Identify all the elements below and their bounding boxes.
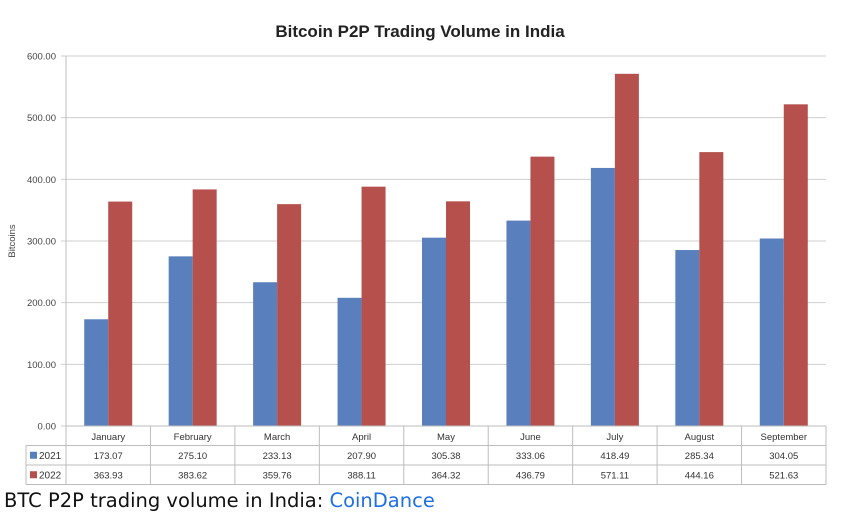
bar-2022-september [783,104,808,427]
y-tick-label: 400.00 [27,175,56,186]
x-tick-label: March [264,432,290,443]
data-label: 285.34 [685,451,714,462]
x-tick-label: June [520,432,541,443]
y-tick-label: 500.00 [27,113,56,124]
bar-2022-may [446,201,470,426]
bar-2022-april [361,186,386,426]
source-link[interactable]: CoinDance [329,489,435,512]
bar-2022-july [614,73,639,427]
y-tick-label: 300.00 [27,237,56,248]
x-tick-label: January [91,432,125,443]
chart-title: Bitcoin P2P Trading Volume in India [275,22,565,41]
data-label: 383.62 [178,470,207,481]
data-label: 388.11 [347,470,375,481]
data-label: 418.49 [600,451,629,462]
bar-2022-march [277,204,302,426]
bar-2022-june [530,156,555,426]
bar-2022-february [192,189,217,426]
data-label: 173.07 [94,451,123,462]
x-tick-label: September [761,432,807,443]
data-label: 359.76 [263,470,292,481]
data-label: 233.13 [263,451,292,462]
legend-label: 2021 [39,451,62,462]
data-label: 305.38 [431,451,460,462]
legend-swatch-2021 [30,451,37,459]
bar-2021-march [253,282,278,426]
bar-2021-april [337,297,362,426]
bar-2022-january [108,201,133,426]
bar-2021-january [84,319,109,426]
x-tick-label: July [606,432,623,443]
data-label: 364.32 [431,470,460,481]
bar-2021-may [422,237,446,426]
y-axis-label: Bitcoins [7,224,18,258]
x-tick-label: February [174,432,212,443]
data-label: 304.05 [769,451,798,462]
data-label: 275.10 [178,451,207,462]
x-tick-label: April [352,432,371,443]
bar-2021-july [590,167,615,427]
data-label: 363.93 [94,470,123,481]
data-label: 333.06 [516,451,545,462]
bar-2021-august [675,250,700,426]
x-tick-label: August [685,432,715,443]
y-tick-label: 600.00 [27,52,56,63]
caption-text: BTC P2P trading volume in India: [4,489,330,512]
figure-caption: BTC P2P trading volume in India: CoinDan… [4,489,435,512]
y-tick-label: 200.00 [27,298,56,309]
data-label: 436.79 [516,470,545,481]
y-tick-label: 100.00 [27,360,56,371]
data-label: 521.63 [769,470,798,481]
legend-swatch-2022 [30,471,37,479]
legend-label: 2022 [39,470,62,481]
bar-2022-august [699,152,724,427]
bar-2021-september [759,238,784,426]
data-label: 444.16 [685,470,714,481]
x-tick-label: May [437,432,455,443]
bar-2021-february [168,256,193,426]
data-label: 207.90 [347,451,376,462]
y-tick-label: 0.00 [38,422,57,433]
bar-2021-june [506,220,531,426]
data-label: 571.11 [601,470,629,481]
chart: Bitcoin P2P Trading Volume in India Bitc… [7,22,827,485]
